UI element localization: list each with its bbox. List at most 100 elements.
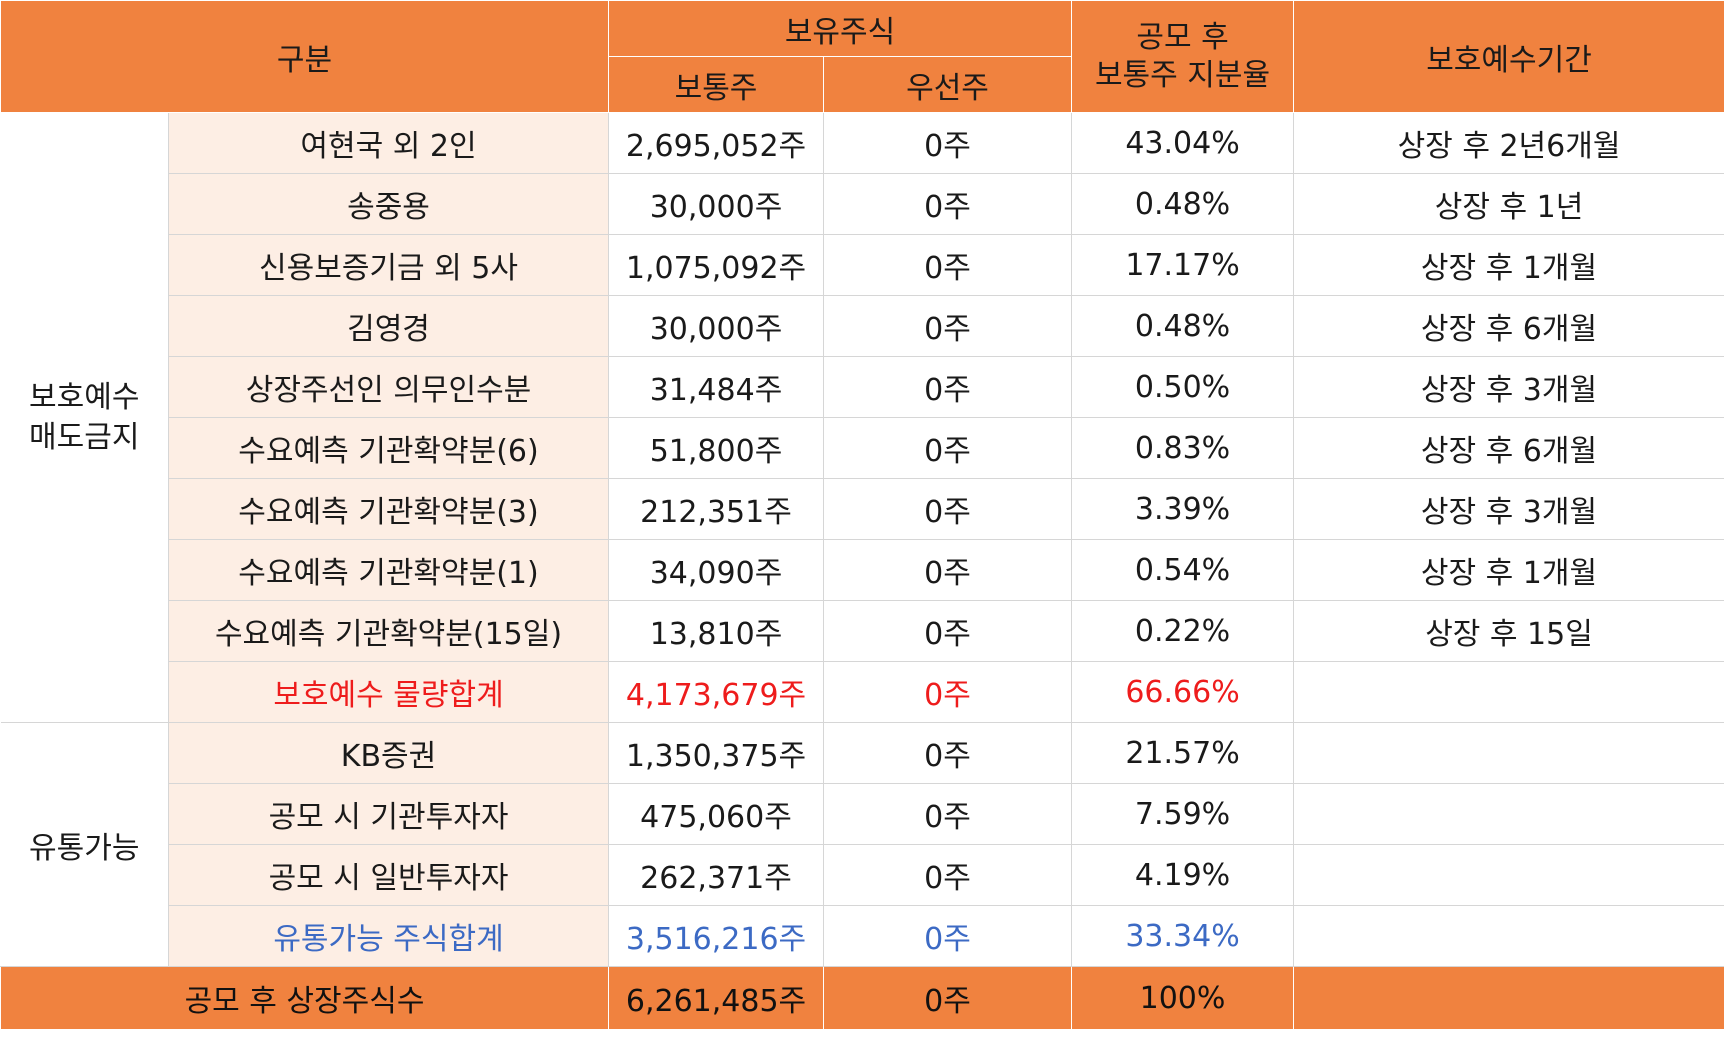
footer-preferred: 0주 [823,966,1073,1030]
table-row: 상장주선인 의무인수분 31,484주 0주 0.50% 상장 후 3개월 [1,356,1724,418]
table-row: 유통가능 KB증권 1,350,375주 0주 21.57% [0,722,1724,967]
group-lockup-line2: 매도금지 [29,419,140,455]
row-name: 공모 시 기관투자자 [167,783,610,845]
row-period: 상장 후 1개월 [1293,539,1724,601]
row-name: KB증권 [167,722,610,784]
row-preferred: 0주 [823,844,1073,906]
footer-period [1293,966,1724,1030]
header-ratio-line1: 공모 후 [1136,19,1229,55]
tradable-total-row: 유통가능 주식합계 3,516,216주 0주 33.34% [1,905,1724,967]
row-name: 수요예측 기관확약분(3) [167,478,610,540]
lockup-total-row: 보호예수 물량합계 4,173,679주 0주 66.66% [1,661,1724,723]
row-name: 수요예측 기관확약분(15일) [167,600,610,662]
table-row: 김영경 30,000주 0주 0.48% 상장 후 6개월 [1,295,1724,357]
row-common: 212,351주 [608,478,825,540]
header-common: 보통주 [608,56,825,113]
row-common: 1,075,092주 [608,234,825,296]
row-ratio: 0.50% [1071,356,1295,418]
table-row: 수요예측 기관확약분(1) 34,090주 0주 0.54% 상장 후 1개월 [1,539,1724,601]
table-row: 송중용 30,000주 0주 0.48% 상장 후 1년 [1,173,1724,235]
lockup-total-ratio: 66.66% [1071,661,1295,723]
row-name: 신용보증기금 외 5사 [167,234,610,296]
row-preferred: 0주 [823,417,1073,479]
lockup-total-common: 4,173,679주 [608,661,825,723]
group-tradable: 유통가능 [0,722,169,967]
footer-row: 공모 후 상장주식수 6,261,485주 0주 100% [0,966,1724,1030]
row-period: 상장 후 2년6개월 [1293,112,1724,174]
row-common: 30,000주 [608,173,825,235]
row-ratio: 0.83% [1071,417,1295,479]
footer-ratio: 100% [1071,966,1295,1030]
footer-name: 공모 후 상장주식수 [0,966,610,1030]
table-row: 수요예측 기관확약분(3) 212,351주 0주 3.39% 상장 후 3개월 [1,478,1724,540]
tradable-total-ratio: 33.34% [1071,905,1295,967]
lockup-total-period [1293,661,1724,723]
row-period: 상장 후 3개월 [1293,356,1724,418]
row-name: 수요예측 기관확약분(1) [167,539,610,601]
row-common: 51,800주 [608,417,825,479]
header-holdings: 보유주식 [608,0,1073,57]
row-ratio: 0.54% [1071,539,1295,601]
table-row: 수요예측 기관확약분(15일) 13,810주 0주 0.22% 상장 후 15… [1,600,1724,662]
header-preferred: 우선주 [823,56,1073,113]
row-common: 13,810주 [608,600,825,662]
row-common: 31,484주 [608,356,825,418]
row-ratio: 17.17% [1071,234,1295,296]
row-ratio: 21.57% [1071,722,1295,784]
row-period [1293,722,1724,784]
row-ratio: 7.59% [1071,783,1295,845]
row-ratio: 43.04% [1071,112,1295,174]
row-preferred: 0주 [823,539,1073,601]
row-ratio: 0.22% [1071,600,1295,662]
row-preferred: 0주 [823,600,1073,662]
group-lockup-line1: 보호예수 [29,379,140,415]
row-ratio: 4.19% [1071,844,1295,906]
table-row: 공모 시 일반투자자 262,371주 0주 4.19% [1,844,1724,906]
row-period: 상장 후 15일 [1293,600,1724,662]
table-row: 수요예측 기관확약분(6) 51,800주 0주 0.83% 상장 후 6개월 [1,417,1724,479]
row-common: 262,371주 [608,844,825,906]
tradable-total-name: 유통가능 주식합계 [167,905,610,967]
table-row: 공모 시 기관투자자 475,060주 0주 7.59% [1,783,1724,845]
row-ratio: 0.48% [1071,173,1295,235]
row-period [1293,783,1724,845]
row-preferred: 0주 [823,173,1073,235]
table-row: 보호예수 매도금지 여현국 외 2인 2,695,052주 0주 43.04% … [0,112,1724,723]
row-common: 2,695,052주 [608,112,825,174]
row-period: 상장 후 1년 [1293,173,1724,235]
group-lockup: 보호예수 매도금지 [0,112,169,723]
row-name: 수요예측 기관확약분(6) [167,417,610,479]
row-period: 상장 후 1개월 [1293,234,1724,296]
row-common: 34,090주 [608,539,825,601]
footer-common: 6,261,485주 [608,966,825,1030]
header-ratio-line2: 보통주 지분율 [1094,57,1271,93]
row-preferred: 0주 [823,112,1073,174]
row-common: 30,000주 [608,295,825,357]
row-preferred: 0주 [823,234,1073,296]
row-preferred: 0주 [823,722,1073,784]
row-name: 김영경 [167,295,610,357]
row-name: 여현국 외 2인 [167,112,610,174]
tradable-total-preferred: 0주 [823,905,1073,967]
row-preferred: 0주 [823,783,1073,845]
row-period: 상장 후 6개월 [1293,417,1724,479]
row-preferred: 0주 [823,295,1073,357]
row-ratio: 0.48% [1071,295,1295,357]
header-category: 구분 [0,0,610,113]
row-period: 상장 후 3개월 [1293,478,1724,540]
table-row: 신용보증기금 외 5사 1,075,092주 0주 17.17% 상장 후 1개… [1,234,1724,296]
row-preferred: 0주 [823,478,1073,540]
row-common: 475,060주 [608,783,825,845]
row-preferred: 0주 [823,356,1073,418]
row-common: 1,350,375주 [608,722,825,784]
tradable-total-common: 3,516,216주 [608,905,825,967]
header-ratio: 공모 후 보통주 지분율 [1071,0,1295,113]
row-period: 상장 후 6개월 [1293,295,1724,357]
lockup-total-preferred: 0주 [823,661,1073,723]
tradable-total-period [1293,905,1724,967]
row-name: 상장주선인 의무인수분 [167,356,610,418]
row-name: 송중용 [167,173,610,235]
lockup-total-name: 보호예수 물량합계 [167,661,610,723]
row-name: 공모 시 일반투자자 [167,844,610,906]
